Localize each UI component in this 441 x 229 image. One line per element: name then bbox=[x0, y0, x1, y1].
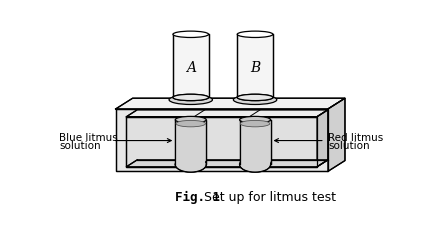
Ellipse shape bbox=[175, 157, 206, 172]
Polygon shape bbox=[127, 160, 328, 167]
Ellipse shape bbox=[237, 32, 273, 38]
Text: solution: solution bbox=[328, 141, 370, 150]
Ellipse shape bbox=[169, 95, 213, 105]
Polygon shape bbox=[240, 124, 270, 165]
Ellipse shape bbox=[237, 95, 273, 101]
Polygon shape bbox=[237, 35, 273, 98]
Text: Set up for litmus test: Set up for litmus test bbox=[200, 190, 336, 203]
Text: B: B bbox=[250, 61, 260, 75]
Text: A: A bbox=[186, 61, 196, 75]
Ellipse shape bbox=[240, 121, 270, 127]
Polygon shape bbox=[116, 99, 345, 109]
Ellipse shape bbox=[240, 157, 270, 172]
Polygon shape bbox=[173, 35, 209, 98]
Ellipse shape bbox=[173, 95, 209, 101]
Polygon shape bbox=[328, 99, 345, 172]
Polygon shape bbox=[175, 120, 206, 165]
Ellipse shape bbox=[237, 95, 273, 101]
Ellipse shape bbox=[239, 117, 271, 124]
Polygon shape bbox=[127, 110, 328, 117]
Polygon shape bbox=[176, 124, 206, 165]
Polygon shape bbox=[239, 120, 271, 165]
Ellipse shape bbox=[175, 117, 206, 124]
Text: solution: solution bbox=[59, 141, 101, 150]
Text: Blue litmus: Blue litmus bbox=[59, 132, 118, 142]
Ellipse shape bbox=[176, 157, 206, 172]
Ellipse shape bbox=[176, 121, 206, 127]
Ellipse shape bbox=[173, 95, 209, 101]
Ellipse shape bbox=[239, 157, 271, 172]
Ellipse shape bbox=[173, 32, 209, 38]
Polygon shape bbox=[116, 109, 328, 172]
Polygon shape bbox=[317, 110, 328, 167]
Polygon shape bbox=[127, 117, 317, 167]
Text: Fig. 1: Fig. 1 bbox=[175, 190, 220, 203]
Text: Red litmus: Red litmus bbox=[328, 132, 383, 142]
Ellipse shape bbox=[233, 95, 277, 105]
